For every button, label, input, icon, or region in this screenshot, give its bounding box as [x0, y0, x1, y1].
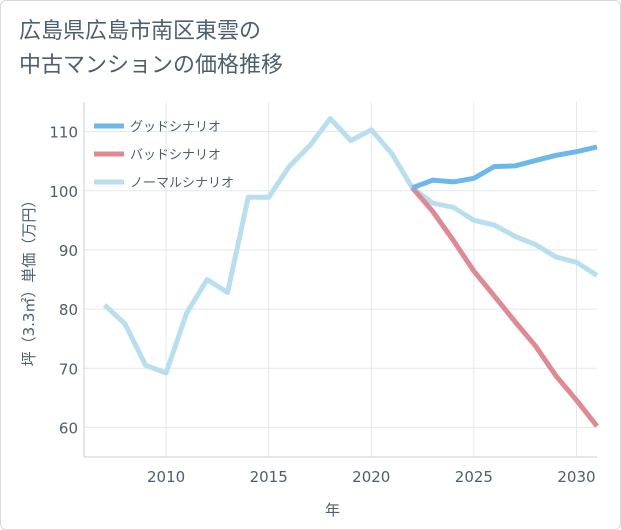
- x-tick-label-2020: 2020: [352, 468, 390, 486]
- series-lines: [102, 116, 599, 428]
- axes: [83, 102, 597, 458]
- x-tick-label-2030: 2030: [557, 468, 595, 486]
- chart-title-line-2: 中古マンションの価格推移: [19, 53, 284, 78]
- chart-title: 広島県広島市南区東雲の 中古マンションの価格推移: [19, 15, 599, 83]
- legend-label-1: バッドシナリオ: [130, 148, 221, 163]
- chart-title-line-1: 広島県広島市南区東雲の: [19, 19, 262, 44]
- x-tick-label-2025: 2025: [455, 468, 493, 486]
- series-line-1: [410, 186, 599, 428]
- y-tick-label-60: 60: [59, 419, 78, 437]
- x-axis-label: 年: [325, 501, 340, 519]
- y-axis-label: 坪（3.3㎡）単価（万円）: [20, 193, 38, 367]
- x-tick-label-2015: 2015: [250, 468, 288, 486]
- x-tick-labels: 2010 2015 2020 2025 2030: [147, 468, 596, 486]
- x-tick-label-2010: 2010: [147, 468, 185, 486]
- y-tick-label-110: 110: [49, 124, 78, 142]
- grid-lines: [84, 102, 597, 457]
- series-line-0: [411, 144, 598, 191]
- series-line-2: [102, 116, 599, 376]
- y-tick-labels: 60 70 80 90 100 110: [49, 124, 78, 438]
- y-tick-label-80: 80: [59, 301, 78, 319]
- y-tick-label-100: 100: [49, 183, 78, 201]
- y-tick-label-90: 90: [59, 242, 78, 260]
- legend-label-2: ノーマルシナリオ: [130, 176, 234, 191]
- legend-label-0: グッドシナリオ: [130, 120, 221, 135]
- y-tick-label-70: 70: [59, 360, 78, 378]
